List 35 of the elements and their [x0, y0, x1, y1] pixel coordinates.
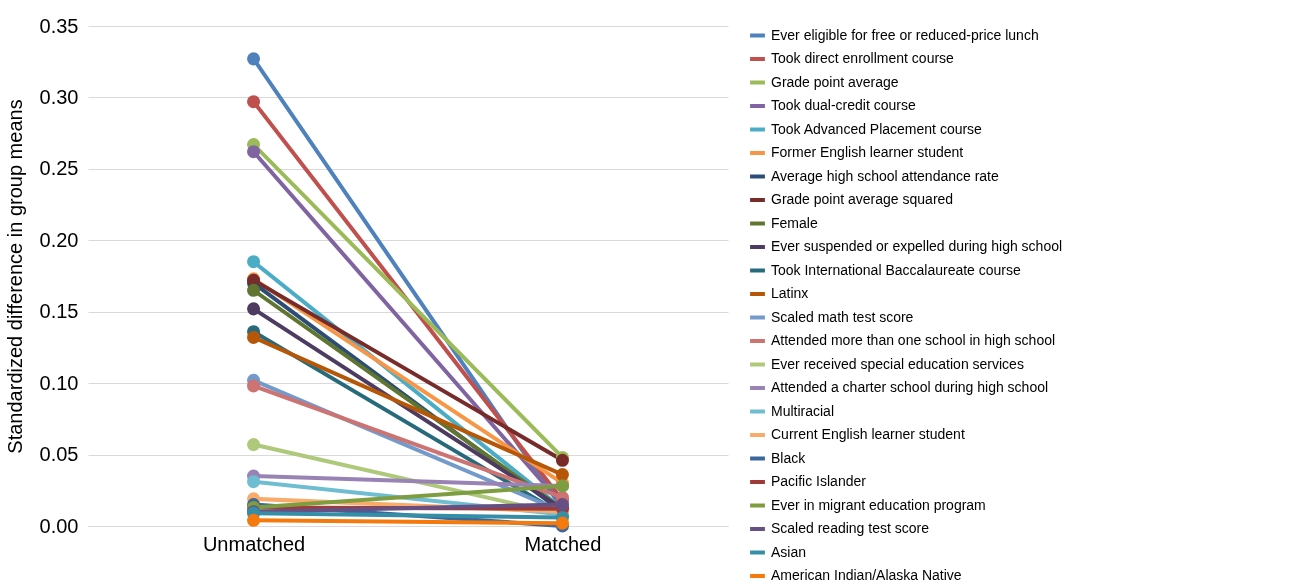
legend-label: Attended more than one school in high school — [771, 332, 1056, 348]
legend-label: Took direct enrollment course — [771, 50, 955, 66]
y-tick-label: 0.05 — [39, 443, 79, 466]
legend-label: Scaled math test score — [771, 308, 914, 325]
legend-label: Scaled reading test score — [771, 520, 930, 536]
legend-label: Asian — [771, 543, 807, 560]
legend-label: Latinx — [771, 285, 809, 301]
y-tick-label: 0.15 — [39, 300, 79, 323]
x-tick-label: Unmatched — [202, 532, 306, 555]
legend-label: Ever in migrant education program — [771, 496, 986, 513]
legend-label: Ever eligible for free or reduced-price lunch — [771, 26, 1039, 43]
y-tick-label: 0.10 — [39, 371, 79, 394]
legend-label: Took Advanced Placement course — [771, 120, 983, 137]
legend-label: Current English learner student — [771, 426, 965, 442]
legend-label: Took International Baccalaureate course — [771, 261, 1022, 278]
legend-label: Attended a charter school during high school — [771, 379, 1049, 395]
legend-label: Average high school attendance rate — [771, 167, 1000, 184]
legend-label: Ever suspended or expelled during high school — [771, 238, 1063, 254]
y-tick-label: 0.00 — [39, 514, 79, 537]
legend-label: Took dual-credit course — [771, 97, 916, 113]
legend-label: Grade point average squared — [771, 191, 954, 207]
legend-label: Grade point average — [771, 73, 899, 90]
x-tick-label: Matched — [524, 532, 602, 555]
y-tick-label: 0.25 — [39, 157, 79, 180]
y-tick-label: 0.20 — [39, 228, 79, 251]
y-tick-label: 0.35 — [39, 14, 79, 37]
legend-label: Black — [771, 449, 807, 466]
y-axis-title: Standardized difference in group means — [3, 99, 26, 454]
legend-label: Pacific Islander — [771, 473, 867, 489]
legend-label: Multiracial — [771, 402, 835, 419]
legend-label: Female — [771, 214, 818, 231]
legend-label: American Indian/Alaska Native — [771, 567, 962, 583]
y-tick-label: 0.30 — [39, 85, 79, 108]
legend-label: Former English learner student — [771, 144, 964, 160]
legend-label: Ever received special education services — [771, 355, 1024, 372]
